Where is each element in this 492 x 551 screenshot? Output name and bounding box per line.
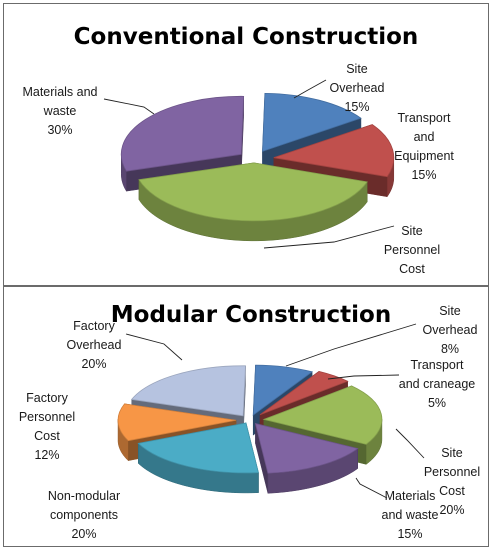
slice-label-transport-and-craneage: Transport and craneage 5% <box>399 358 476 410</box>
slice-top-factory-personnel-cost <box>117 403 237 442</box>
slice-top-site-personnel-cost <box>138 162 368 222</box>
leader-line-site-personnel-cost <box>263 225 395 249</box>
slice-label-factory-overhead: Factory Overhead 20% <box>67 319 122 371</box>
slice-label-line: and craneage <box>399 377 476 391</box>
slice-label-line: Equipment <box>394 149 454 163</box>
slice-top-site-personnel-cost <box>262 385 383 445</box>
slice-label-line: Overhead <box>330 81 385 95</box>
slice-label-line: 5% <box>428 396 446 410</box>
leader-line-factory-overhead <box>125 333 183 361</box>
slice-label-line: 20% <box>71 527 96 541</box>
slice-label-transport-and-equipment: Transport and Equipment 15% <box>394 111 454 182</box>
slice-materials-and-waste <box>254 423 359 494</box>
slice-label-line: Materials <box>385 489 436 503</box>
leader-line-materials-and-waste <box>103 98 155 115</box>
slice-label-line: 15% <box>411 168 436 182</box>
slice-label-factory-personnel-cost: Factory Personnel Cost 12% <box>19 391 75 462</box>
slice-top-site-overhead <box>262 92 362 152</box>
slice-label-line: Personnel <box>19 410 75 424</box>
slice-label-site-personnel-cost: Site Personnel Cost 20% <box>424 446 480 517</box>
slice-label-line: Non-modular <box>48 489 120 503</box>
slice-label-site-overhead: Site Overhead 8% <box>423 304 478 356</box>
slice-label-line: Transport <box>410 358 464 372</box>
leader-line-transport-and-craneage <box>327 374 400 380</box>
chart-title-conventional: Conventional Construction <box>74 24 419 50</box>
modular-labels: Site Overhead 8% Transport and craneage 5% Sit… <box>19 304 480 541</box>
slice-label-line: and <box>414 130 435 144</box>
slice-label-line: Cost <box>34 429 60 443</box>
slice-label-line: 20% <box>81 357 106 371</box>
slice-label-line: waste <box>43 104 77 118</box>
slice-label-line: components <box>50 508 118 522</box>
slice-label-line: Materials and <box>22 85 97 99</box>
slice-label-line: Transport <box>397 111 451 125</box>
modular-pie <box>117 364 383 494</box>
chart-title-modular: Modular Construction <box>111 302 391 328</box>
slice-site-personnel-cost <box>138 162 368 242</box>
slice-label-line: Site <box>346 62 368 76</box>
slice-label-line: 15% <box>397 527 422 541</box>
conventional-pie <box>120 92 395 242</box>
slice-label-line: Site <box>439 304 461 318</box>
slice-label-line: Factory <box>73 319 115 333</box>
conventional-labels: Site Overhead 15%Transport and Equipment 15%S… <box>22 62 454 276</box>
slice-top-materials-and-waste <box>254 423 359 474</box>
slice-label-line: 30% <box>47 123 72 137</box>
slice-top-transport-and-craneage <box>259 370 349 416</box>
leader-line-site-overhead <box>285 323 417 367</box>
slice-label-line: 15% <box>344 100 369 114</box>
slice-label-line: Personnel <box>384 243 440 257</box>
leader-line-site-overhead <box>293 79 327 99</box>
slice-label-site-overhead: Site Overhead 15% <box>330 62 385 114</box>
slice-label-line: and waste <box>382 508 439 522</box>
slice-label-line: Cost <box>439 484 465 498</box>
slice-label-line: Site <box>441 446 463 460</box>
leader-line-materials-and-waste <box>355 477 388 499</box>
slice-label-line: Personnel <box>424 465 480 479</box>
panel-divider <box>4 285 488 287</box>
slice-label-materials-and-waste: Materials and waste 15% <box>382 489 439 541</box>
leader-line-site-personnel-cost <box>395 428 425 459</box>
pie-charts-figure: Conventional Construction Site Overhead 15… <box>19 24 480 541</box>
slice-top-site-overhead <box>252 364 314 416</box>
slice-non-modular-components <box>137 422 259 494</box>
slice-top-factory-overhead <box>130 365 246 417</box>
slice-label-line: 8% <box>441 342 459 356</box>
slice-top-transport-and-equipment <box>273 124 395 178</box>
slice-label-line: 20% <box>439 503 464 517</box>
figure-frame: Conventional Construction Site Overhead 15… <box>3 3 489 547</box>
slice-label-non-modular-components: Non-modular components 20% <box>48 489 120 541</box>
slice-label-site-personnel-cost: Site Personnel Cost <box>384 224 440 276</box>
slice-label-line: Overhead <box>67 338 122 352</box>
slice-label-line: Cost <box>399 262 425 276</box>
slice-label-line: 12% <box>34 448 59 462</box>
slice-label-materials-and-waste: Materials and waste 30% <box>22 85 97 137</box>
slice-label-line: Site <box>401 224 423 238</box>
slice-label-line: Overhead <box>423 323 478 337</box>
slice-label-line: Factory <box>26 391 68 405</box>
slice-top-non-modular-components <box>137 422 259 474</box>
slice-top-materials-and-waste <box>120 95 245 172</box>
